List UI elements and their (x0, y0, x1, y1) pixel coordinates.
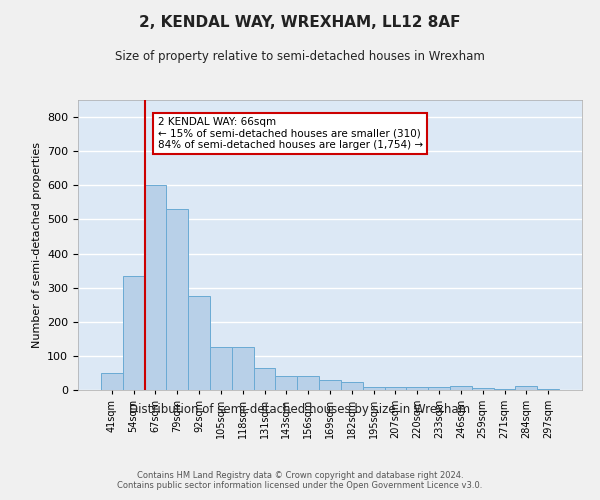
Bar (406, 388, 428, 390)
Bar (494, 389, 515, 390)
Bar (363, 388, 385, 390)
Bar (450, 386, 472, 390)
Bar (537, 389, 559, 390)
Text: Contains HM Land Registry data © Crown copyright and database right 2024.
Contai: Contains HM Land Registry data © Crown c… (118, 470, 482, 490)
Bar (385, 388, 406, 390)
Bar (428, 388, 450, 390)
Bar (166, 209, 188, 390)
Bar (232, 348, 254, 390)
Bar (297, 376, 319, 390)
Bar (188, 296, 210, 390)
Bar (319, 380, 341, 390)
Bar (515, 386, 537, 390)
Text: 2 KENDAL WAY: 66sqm
← 15% of semi-detached houses are smaller (310)
84% of semi-: 2 KENDAL WAY: 66sqm ← 15% of semi-detach… (158, 117, 423, 150)
Bar (341, 382, 363, 390)
Bar (123, 276, 145, 390)
Bar (145, 186, 166, 390)
Text: Distribution of semi-detached houses by size in Wrexham: Distribution of semi-detached houses by … (130, 402, 470, 415)
Text: Size of property relative to semi-detached houses in Wrexham: Size of property relative to semi-detach… (115, 50, 485, 63)
Text: 2, KENDAL WAY, WREXHAM, LL12 8AF: 2, KENDAL WAY, WREXHAM, LL12 8AF (139, 15, 461, 30)
Bar (254, 368, 275, 390)
Bar (472, 388, 494, 390)
Bar (275, 376, 297, 390)
Bar (210, 348, 232, 390)
Bar (101, 373, 123, 390)
Y-axis label: Number of semi-detached properties: Number of semi-detached properties (32, 142, 41, 348)
